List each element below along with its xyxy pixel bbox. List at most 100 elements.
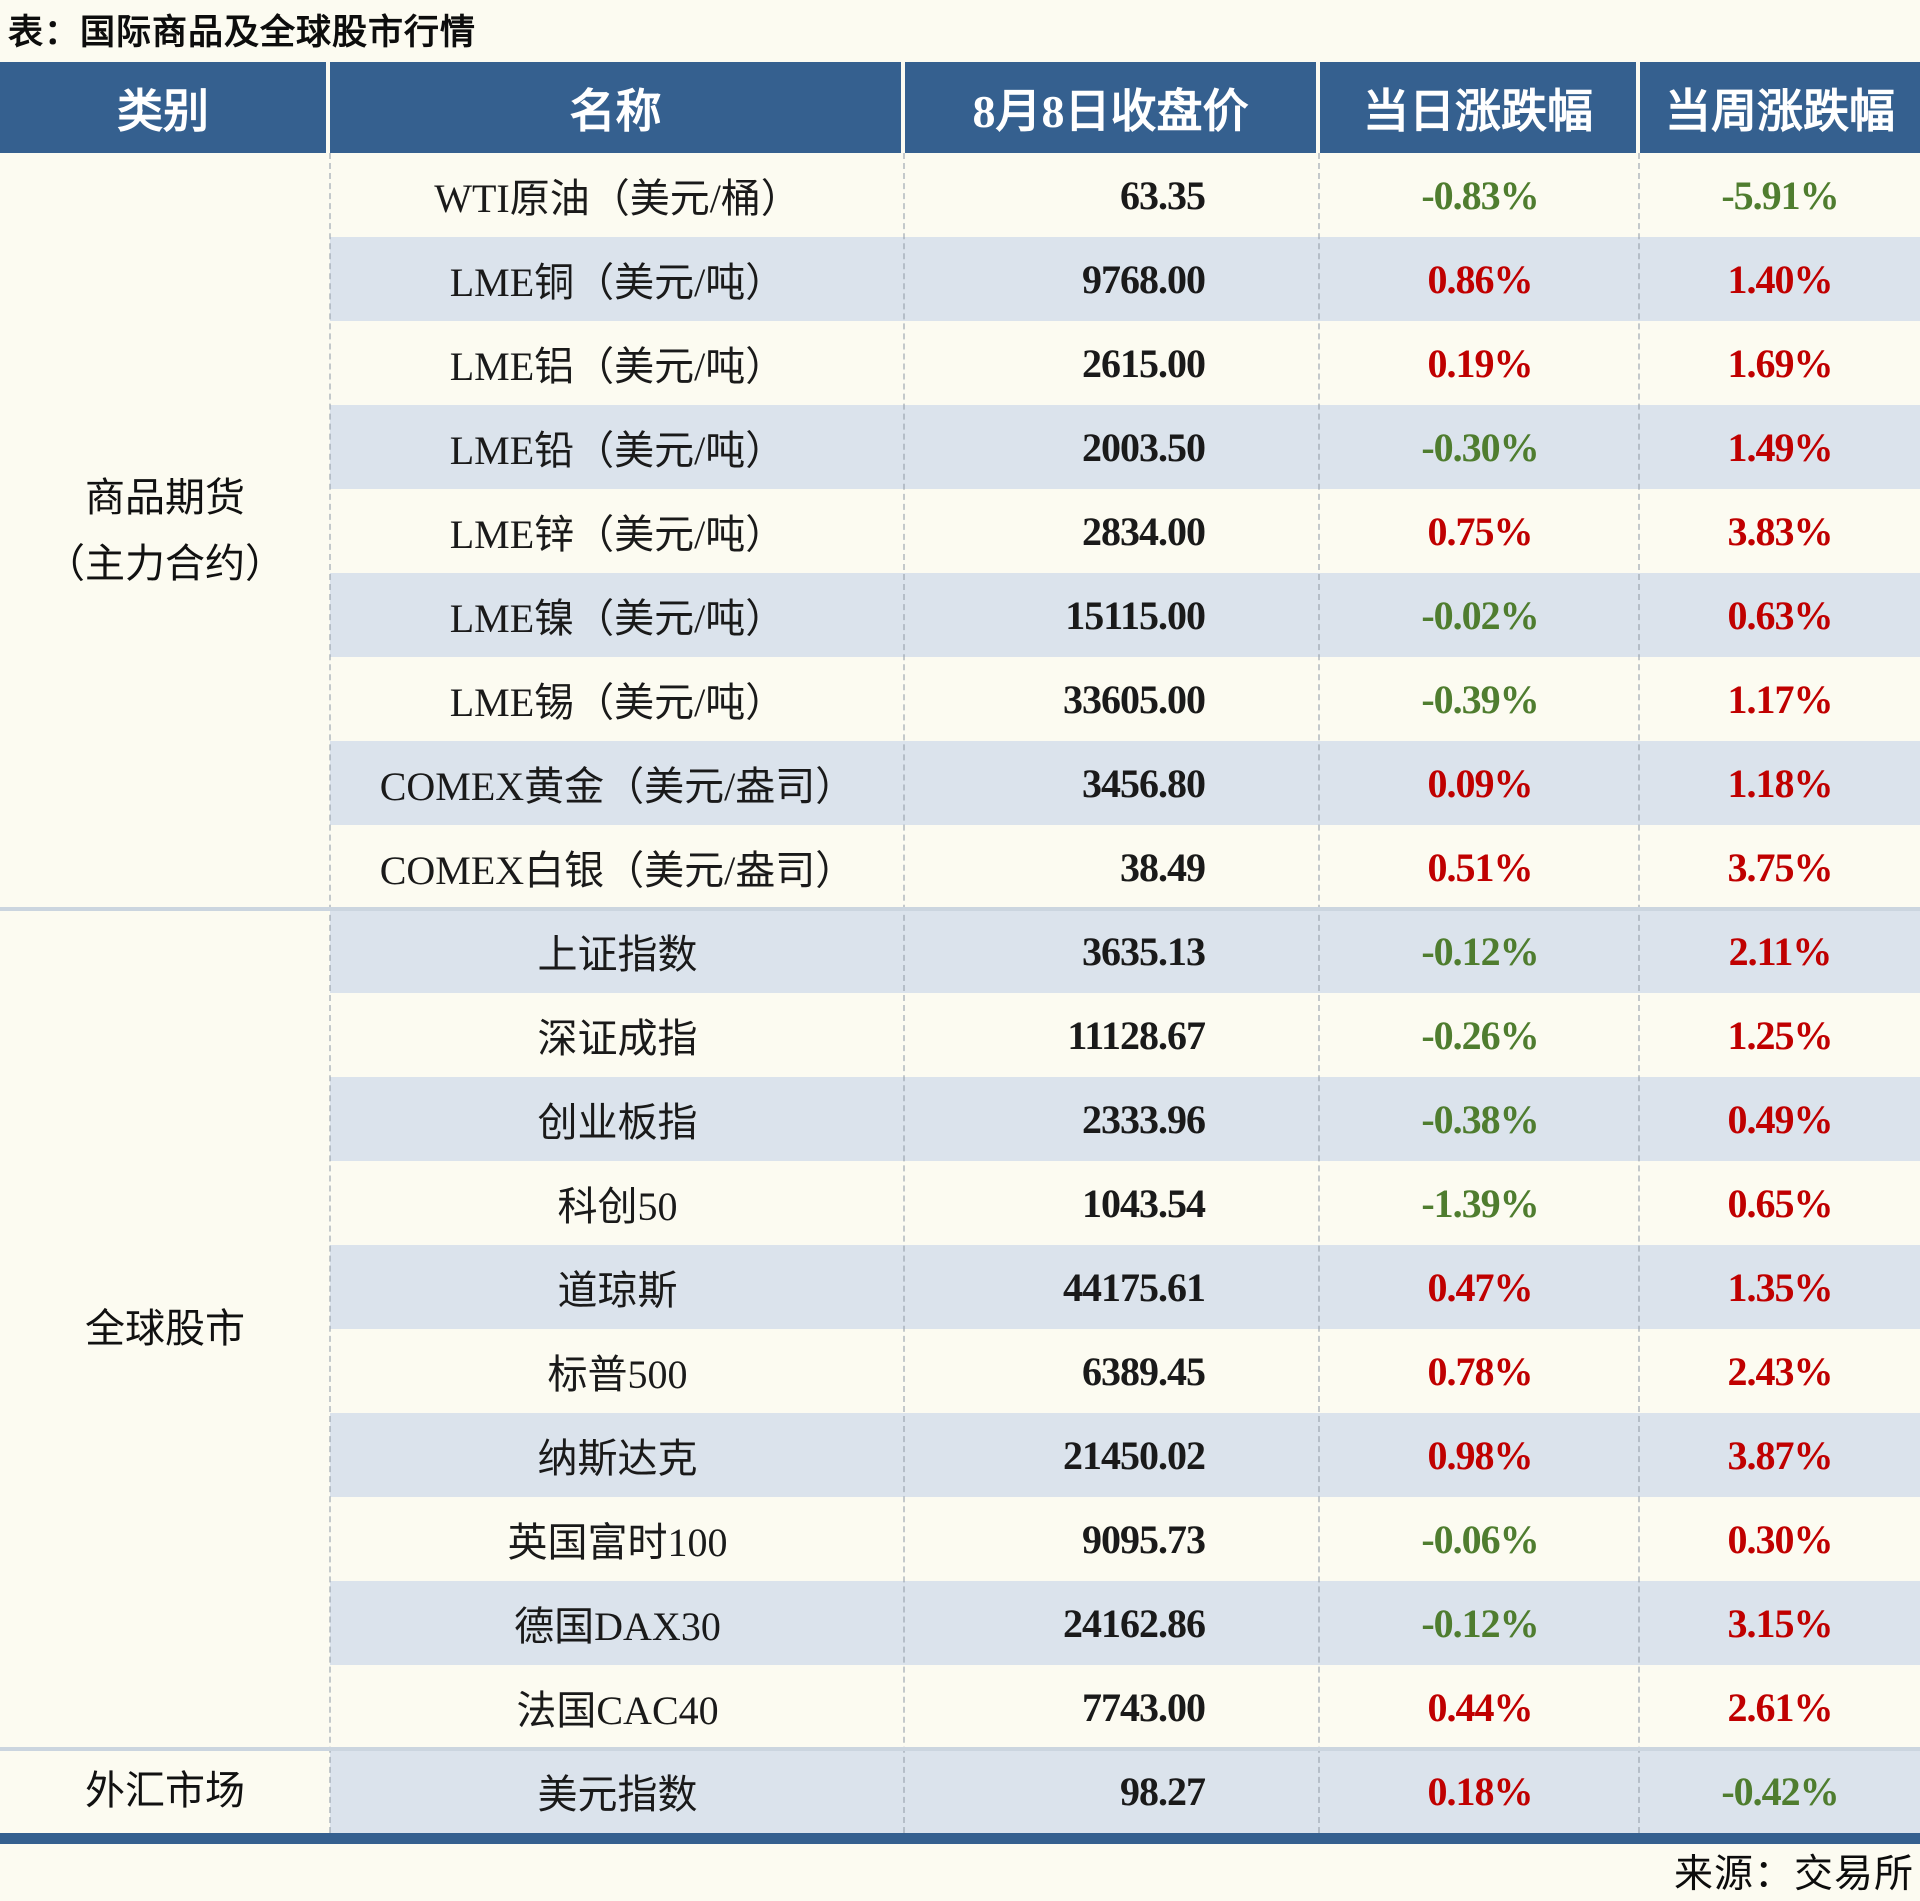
daily-change-value: -0.02%	[1421, 592, 1539, 638]
instrument-name: 德国DAX30	[514, 1604, 721, 1649]
instrument-name: 纳斯达克	[537, 1436, 698, 1481]
table-row: LME铜（美元/吨） 9768.00 0.86% 1.40%	[330, 237, 1920, 321]
weekly-change-value: 1.69%	[1727, 340, 1834, 386]
close-price-value: 2834.00	[1082, 508, 1206, 554]
close-price-value: 9095.73	[1082, 1516, 1206, 1562]
daily-change-value: 0.44%	[1427, 1684, 1534, 1730]
daily-change-value: 0.98%	[1427, 1432, 1534, 1478]
column-divider	[903, 153, 905, 1833]
daily-change-value: -0.38%	[1421, 1096, 1539, 1142]
daily-change-value: -0.30%	[1421, 424, 1539, 470]
category-label-line: （主力合约）	[45, 541, 285, 586]
table-row: LME铅（美元/吨） 2003.50 -0.30% 1.49%	[330, 405, 1920, 489]
column-divider	[1638, 153, 1640, 1833]
close-price-value: 44175.61	[1063, 1264, 1206, 1310]
close-price-value: 6389.45	[1082, 1348, 1206, 1394]
table-row: COMEX白银（美元/盎司） 38.49 0.51% 3.75%	[330, 825, 1920, 909]
daily-change-value: 0.09%	[1427, 760, 1534, 806]
table-row: 英国富时100 9095.73 -0.06% 0.30%	[330, 1497, 1920, 1581]
instrument-name: COMEX白银（美元/盎司）	[379, 848, 856, 893]
page-title: 表：国际商品及全球股市行情	[8, 13, 477, 52]
table-row: LME铝（美元/吨） 2615.00 0.19% 1.69%	[330, 321, 1920, 405]
close-price-value: 98.27	[1120, 1768, 1206, 1814]
instrument-name: 英国富时100	[507, 1520, 728, 1565]
category-cell: 全球股市	[0, 909, 330, 1749]
table-row: 上证指数 3635.13 -0.12% 2.11%	[330, 909, 1920, 993]
weekly-change-value: 3.15%	[1727, 1600, 1834, 1646]
category-label-line: 商品期货	[85, 475, 245, 520]
instrument-name: WTI原油（美元/桶）	[434, 176, 801, 221]
close-price-value: 24162.86	[1063, 1600, 1206, 1646]
weekly-change-value: 3.87%	[1727, 1432, 1834, 1478]
table-row: 创业板指 2333.96 -0.38% 0.49%	[330, 1077, 1920, 1161]
close-price-value: 21450.02	[1063, 1432, 1206, 1478]
weekly-change-value: 0.30%	[1727, 1516, 1834, 1562]
table-row: 纳斯达克 21450.02 0.98% 3.87%	[330, 1413, 1920, 1497]
weekly-change-value: 2.11%	[1728, 928, 1833, 974]
close-price-value: 3635.13	[1082, 928, 1206, 974]
instrument-name: LME锌（美元/吨）	[449, 512, 786, 557]
instrument-name: LME锡（美元/吨）	[449, 680, 786, 725]
daily-change-value: 0.51%	[1427, 844, 1534, 890]
weekly-change-value: -0.42%	[1721, 1768, 1839, 1814]
weekly-change-value: 2.61%	[1727, 1684, 1834, 1730]
daily-change-value: -1.39%	[1421, 1180, 1539, 1226]
weekly-change-value: 1.18%	[1727, 760, 1834, 806]
daily-change-value: -0.12%	[1421, 928, 1539, 974]
header-close-price: 8月8日收盘价	[905, 62, 1320, 153]
weekly-change-value: -5.91%	[1721, 172, 1839, 218]
source-note: 来源：交易所	[1673, 1853, 1914, 1896]
column-divider	[329, 153, 331, 1833]
table-header-row: 类别 名称 8月8日收盘价 当日涨跌幅 当周涨跌幅	[0, 62, 1920, 153]
table-row: 美元指数 98.27 0.18% -0.42%	[330, 1749, 1920, 1833]
table-row: 道琼斯 44175.61 0.47% 1.35%	[330, 1245, 1920, 1329]
table-body: WTI原油（美元/桶） 63.35 -0.83% -5.91% LME铜（美元/吨） 97…	[0, 153, 1920, 1833]
instrument-name: 科创50	[557, 1184, 678, 1229]
category-cell: 外汇市场	[0, 1749, 330, 1833]
instrument-name: 创业板指	[537, 1100, 698, 1145]
daily-change-value: 0.86%	[1427, 256, 1534, 302]
daily-change-value: -0.12%	[1421, 1600, 1539, 1646]
weekly-change-value: 1.40%	[1727, 256, 1834, 302]
daily-change-value: 0.18%	[1427, 1768, 1534, 1814]
instrument-name: 标普500	[547, 1352, 688, 1397]
close-price-value: 1043.54	[1082, 1180, 1206, 1226]
table-row: LME锌（美元/吨） 2834.00 0.75% 3.83%	[330, 489, 1920, 573]
daily-change-value: 0.75%	[1427, 508, 1534, 554]
close-price-value: 15115.00	[1065, 592, 1206, 638]
category-label-line: 全球股市	[85, 1306, 245, 1351]
instrument-name: LME镍（美元/吨）	[449, 596, 786, 641]
table-row: LME镍（美元/吨） 15115.00 -0.02% 0.63%	[330, 573, 1920, 657]
close-price-value: 7743.00	[1082, 1684, 1206, 1730]
header-name: 名称	[330, 62, 905, 153]
table-row: 法国CAC40 7743.00 0.44% 2.61%	[330, 1665, 1920, 1749]
instrument-name: 美元指数	[537, 1772, 698, 1817]
weekly-change-value: 3.83%	[1727, 508, 1834, 554]
instrument-name: 道琼斯	[557, 1268, 678, 1313]
weekly-change-value: 1.35%	[1727, 1264, 1834, 1310]
section-divider	[0, 907, 1920, 911]
weekly-change-value: 0.65%	[1727, 1180, 1834, 1226]
daily-change-value: -0.26%	[1421, 1012, 1539, 1058]
category-cell: 商品期货 （主力合约）	[0, 153, 330, 909]
table-row: 德国DAX30 24162.86 -0.12% 3.15%	[330, 1581, 1920, 1665]
close-price-value: 3456.80	[1082, 760, 1206, 806]
instrument-name: LME铅（美元/吨）	[449, 428, 786, 473]
instrument-name: 上证指数	[537, 932, 698, 977]
weekly-change-value: 2.43%	[1727, 1348, 1834, 1394]
daily-change-value: -0.39%	[1421, 676, 1539, 722]
close-price-value: 2003.50	[1082, 424, 1206, 470]
weekly-change-value: 1.25%	[1727, 1012, 1834, 1058]
daily-change-value: 0.19%	[1427, 340, 1534, 386]
daily-change-value: -0.06%	[1421, 1516, 1539, 1562]
close-price-value: 33605.00	[1063, 676, 1206, 722]
weekly-change-value: 0.63%	[1727, 592, 1834, 638]
close-price-value: 9768.00	[1082, 256, 1206, 302]
table-bottom-border	[0, 1833, 1920, 1844]
close-price-value: 38.49	[1120, 844, 1206, 890]
daily-change-value: -0.83%	[1421, 172, 1539, 218]
table-row: 标普500 6389.45 0.78% 2.43%	[330, 1329, 1920, 1413]
instrument-name: 深证成指	[537, 1016, 698, 1061]
section-divider	[0, 1747, 1920, 1751]
